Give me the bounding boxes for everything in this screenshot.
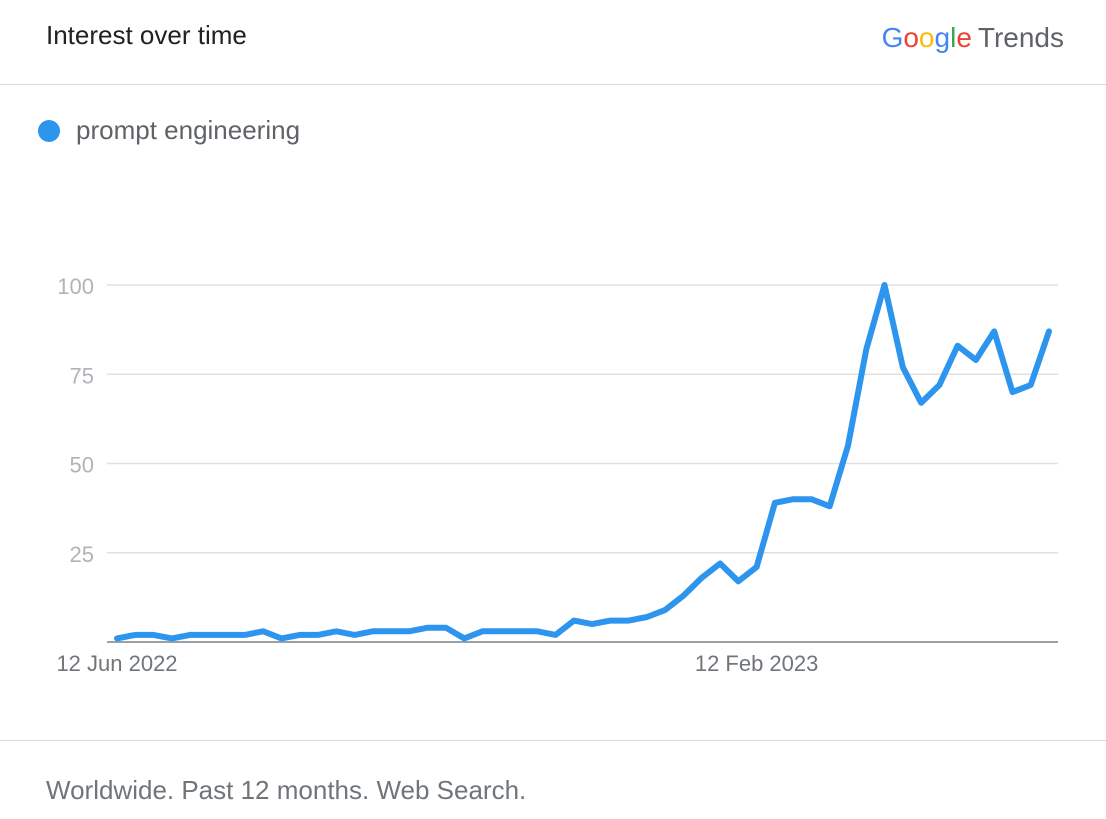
google-letter: o: [903, 22, 919, 53]
line-chart: 25 50 75 100 12 Jun 2022 12 Feb 2023: [56, 274, 1058, 676]
trends-wordmark: Trends: [977, 22, 1064, 53]
google-letter: g: [934, 22, 951, 53]
chart-title: Interest over time: [46, 20, 247, 50]
y-tick-label: 75: [70, 363, 94, 388]
series-line-prompt-engineering: [114, 282, 1052, 642]
footer-caption: Worldwide. Past 12 months. Web Search.: [46, 775, 527, 805]
x-tick-label: 12 Jun 2022: [56, 651, 177, 676]
google-wordmark: Google: [882, 22, 972, 53]
card-footer: Worldwide. Past 12 months. Web Search.: [0, 740, 1106, 819]
google-letter: G: [881, 22, 904, 53]
x-tick-label: 12 Feb 2023: [695, 651, 819, 676]
y-tick-label: 100: [57, 274, 94, 299]
legend-label: prompt engineering: [76, 115, 301, 145]
chart-legend: prompt engineering: [38, 115, 300, 146]
y-tick-label: 50: [70, 453, 94, 478]
google-letter: o: [918, 22, 935, 53]
legend-dot-icon: [38, 119, 60, 142]
card-header: Interest over time Google Trends: [0, 0, 1106, 85]
google-trends-logo: Google Trends: [882, 22, 1064, 54]
google-letter: e: [956, 22, 972, 53]
y-tick-label: 25: [70, 542, 94, 567]
google-letter: l: [950, 22, 957, 53]
